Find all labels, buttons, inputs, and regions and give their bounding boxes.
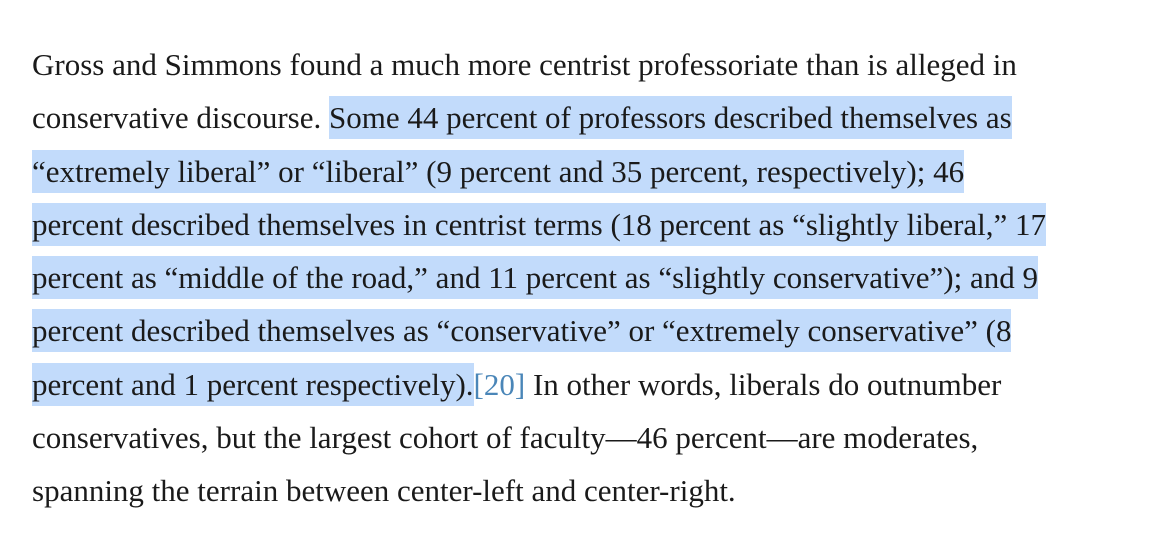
paragraph-text: Gross and Simmons found a much more cent… bbox=[32, 47, 1017, 82]
paragraph-line: percent as “middle of the road,” and 11 … bbox=[32, 251, 1162, 304]
selected-text[interactable]: percent as “middle of the road,” and 11 … bbox=[32, 256, 1038, 300]
paragraph-text: conservative discourse. bbox=[32, 100, 329, 136]
paragraph-line: Gross and Simmons found a much more cent… bbox=[32, 38, 1162, 91]
paragraph-line: conservative discourse. Some 44 percent … bbox=[32, 91, 1162, 144]
paragraph-text: spanning the terrain between center-left… bbox=[32, 473, 736, 509]
body-paragraph: Gross and Simmons found a much more cent… bbox=[32, 38, 1162, 518]
selected-text[interactable]: percent described themselves in centrist… bbox=[32, 202, 1047, 246]
paragraph-line: conservatives, but the largest cohort of… bbox=[32, 411, 1162, 464]
paragraph-text: conservatives, but the largest cohort of… bbox=[32, 420, 979, 456]
paragraph-line: percent and 1 percent respectively).[20]… bbox=[32, 358, 1162, 411]
paragraph-text: In other words, liberals do outnumber bbox=[525, 366, 1002, 402]
selected-text[interactable]: “extremely liberal” or “liberal” (9 perc… bbox=[32, 149, 965, 193]
paragraph-line: percent described themselves in centrist… bbox=[32, 198, 1162, 251]
paragraph-line: spanning the terrain between center-left… bbox=[32, 464, 1162, 517]
selected-text[interactable]: percent and 1 percent respectively). bbox=[32, 362, 474, 406]
selected-text[interactable]: percent described themselves as “conserv… bbox=[32, 309, 1012, 353]
selected-text[interactable]: Some 44 percent of professors described … bbox=[328, 96, 1012, 140]
paragraph-line: percent described themselves as “conserv… bbox=[32, 304, 1162, 357]
footnote-link[interactable]: [20] bbox=[473, 366, 526, 402]
paragraph-line: “extremely liberal” or “liberal” (9 perc… bbox=[32, 145, 1162, 198]
